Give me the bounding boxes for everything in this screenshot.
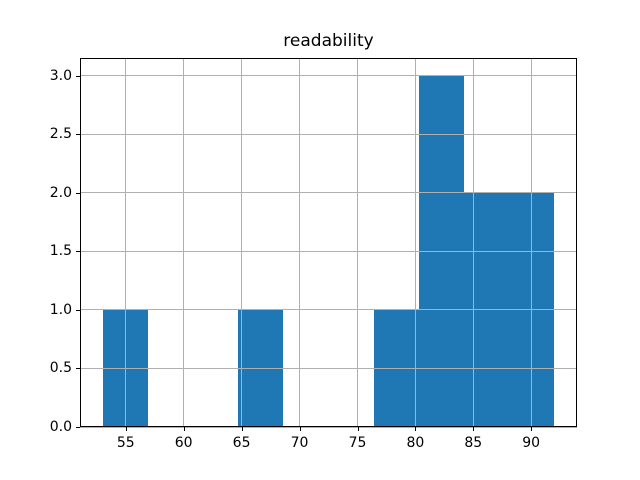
x-tick-mark	[299, 427, 301, 431]
gridline-vertical	[125, 58, 127, 427]
x-tick-label: 80	[406, 435, 425, 451]
gridline-vertical	[183, 58, 185, 427]
gridline-horizontal	[80, 426, 577, 428]
y-tick-mark	[76, 251, 80, 253]
x-tick-mark	[241, 427, 243, 431]
plot-area	[80, 58, 577, 428]
y-tick-label: 2.5	[49, 126, 72, 143]
gridline-horizontal	[80, 367, 577, 369]
x-tick-mark	[415, 427, 417, 431]
gridline-horizontal	[80, 250, 577, 252]
y-tick-mark	[76, 427, 80, 428]
gridline-horizontal	[80, 309, 577, 311]
gridline-horizontal	[80, 75, 577, 77]
gridline-horizontal	[80, 133, 577, 135]
x-tick-mark	[473, 427, 475, 431]
y-tick-label: 1.0	[49, 301, 72, 318]
y-tick-label: 3.0	[49, 67, 72, 84]
x-tick-label: 90	[522, 435, 541, 451]
x-tick-mark	[531, 427, 533, 431]
x-tick-label: 70	[290, 435, 309, 451]
chart-title: readability	[283, 31, 374, 51]
y-tick-mark	[76, 192, 80, 194]
gridline-vertical	[241, 58, 243, 427]
y-tick-label: 1.5	[49, 243, 72, 260]
gridline-vertical	[472, 58, 474, 427]
gridline-vertical	[530, 58, 532, 427]
gridline-vertical	[299, 58, 300, 427]
x-tick-label: 85	[464, 435, 483, 451]
gridline-horizontal	[80, 192, 577, 194]
y-tick-label: 0.5	[49, 360, 72, 377]
gridline-vertical	[414, 58, 416, 427]
y-tick-mark	[76, 368, 80, 370]
gridline-vertical	[357, 58, 358, 427]
x-tick-label: 65	[232, 435, 251, 451]
x-tick-label: 75	[348, 435, 367, 451]
x-tick-mark	[357, 427, 359, 431]
y-tick-label: 2.0	[49, 184, 72, 201]
y-tick-label: 0.0	[49, 419, 72, 435]
x-tick-mark	[125, 427, 127, 431]
y-tick-mark	[76, 75, 80, 77]
y-tick-mark	[76, 309, 80, 311]
x-tick-label: 55	[116, 435, 135, 451]
y-tick-mark	[76, 134, 80, 136]
x-tick-mark	[183, 427, 185, 431]
x-tick-label: 60	[174, 435, 193, 451]
